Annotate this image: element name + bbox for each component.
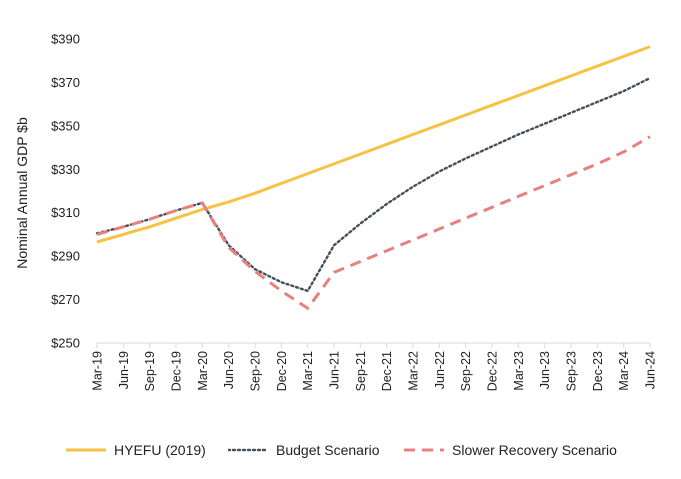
series-group [95, 45, 652, 310]
y-tick-label: $250 [51, 336, 80, 351]
y-tick-label: $370 [51, 75, 80, 90]
y-tick-label: $330 [51, 162, 80, 177]
series-line-budget-scenario [95, 76, 652, 293]
x-tick-label: Mar-19 [91, 351, 105, 391]
x-tick-label: Sep-21 [354, 351, 368, 391]
x-tick-label: Dec-20 [275, 351, 289, 391]
x-tick-label: Mar-24 [617, 351, 631, 391]
x-tick-label: Sep-22 [459, 351, 473, 391]
x-tick-label: Mar-21 [301, 351, 315, 391]
x-tick-label: Sep-20 [249, 351, 263, 391]
line-chart: Nominal Annual GDP $b $390$370$350$330$3… [14, 32, 658, 392]
x-tick-label: Mar-20 [196, 351, 210, 391]
legend: HYEFU (2019) Budget Scenario Slower Recove… [0, 438, 681, 462]
legend-item: Slower Recovery Scenario [404, 438, 617, 462]
x-tick-label: Jun-22 [433, 351, 447, 389]
y-axis-ticks: $390 $370 $350 $330 $310 $290 $270 $250 [51, 32, 80, 351]
y-tick-label: $270 [51, 292, 80, 307]
x-tick-label: Dec-23 [591, 351, 605, 391]
y-axis-label: Nominal Annual GDP $b [14, 117, 30, 269]
legend-item: Budget Scenario [228, 438, 380, 462]
x-tick-label: Jun-24 [644, 351, 658, 389]
x-tick-label: Jun-23 [538, 351, 552, 389]
y-tick-label: $350 [51, 118, 80, 133]
legend-label: Slower Recovery Scenario [452, 442, 617, 458]
x-tick-label: Mar-23 [512, 351, 526, 391]
legend-item: HYEFU (2019) [66, 438, 206, 462]
legend-swatch [66, 448, 106, 452]
series-line-hyefu-2019 [96, 45, 651, 244]
x-tick-label: Mar-22 [407, 351, 421, 391]
legend-label: HYEFU (2019) [114, 442, 206, 458]
x-tick-label: Jun-20 [222, 351, 236, 389]
x-tick-label: Sep-19 [143, 351, 157, 391]
x-tick-label: Dec-22 [486, 351, 500, 391]
legend-swatch [404, 448, 444, 452]
y-tick-label: $290 [51, 249, 80, 264]
legend-label: Budget Scenario [276, 442, 380, 458]
x-tick-label: Dec-21 [380, 351, 394, 391]
x-tick-label: Jun-21 [328, 351, 342, 389]
x-tick-label: Dec-19 [170, 351, 184, 391]
x-tick-label: Jun-19 [117, 351, 131, 389]
legend-swatch [228, 448, 270, 452]
y-tick-label: $390 [51, 32, 80, 47]
x-axis: Mar-19 Jun-19 Sep-19 Dec-19 Mar-20 Jun-20 Sep-… [91, 342, 658, 391]
x-tick-label: Sep-23 [565, 351, 579, 391]
series-line-slower-recovery-scenario [96, 135, 651, 310]
y-tick-label: $310 [51, 205, 80, 220]
